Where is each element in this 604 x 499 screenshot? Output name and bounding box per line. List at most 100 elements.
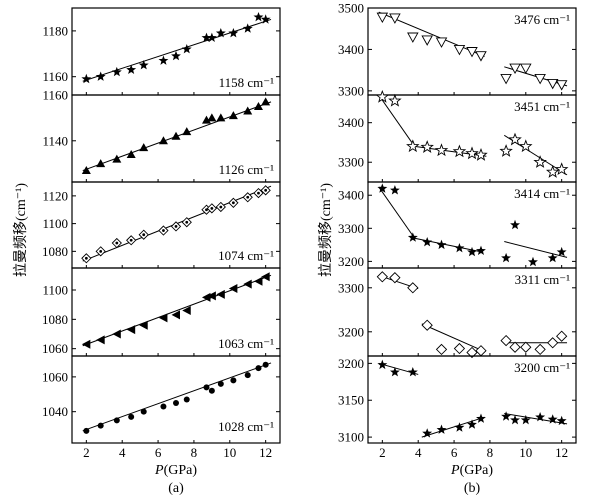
- marker-filled-circle: [208, 387, 215, 394]
- marker-filled-star: [476, 245, 486, 255]
- marker-left-triangle: [207, 291, 216, 301]
- marker-left-triangle: [139, 320, 148, 330]
- marker-filled-star: [556, 415, 567, 426]
- fit-line: [378, 94, 416, 147]
- marker-left-triangle: [182, 306, 191, 316]
- x-tick-label: 4: [119, 445, 126, 460]
- fit-line: [421, 323, 485, 353]
- marker-filled-triangle: [139, 143, 149, 152]
- marker-open-triangle: [376, 12, 389, 24]
- marker-open-triangle: [435, 37, 448, 48]
- y-tick-label: 1140: [42, 133, 68, 148]
- marker-open-triangle: [421, 35, 433, 46]
- marker-filled-star: [547, 252, 558, 263]
- marker-open-diamond: [534, 343, 546, 356]
- marker-open-diamond: [435, 343, 448, 356]
- marker-diamond-dot: [246, 195, 250, 199]
- panel-label: 1158 cm⁻¹: [219, 75, 275, 90]
- marker-open-diamond: [556, 330, 568, 342]
- marker-filled-star: [181, 44, 192, 54]
- marker-left-triangle: [126, 325, 136, 335]
- marker-filled-triangle: [216, 113, 226, 122]
- panel-b3: 3200 3300 3400 3414 cm⁻¹: [338, 181, 577, 269]
- marker-filled-star: [422, 428, 433, 438]
- marker-filled-star: [206, 32, 217, 42]
- marker-filled-star: [111, 66, 122, 77]
- marker-filled-circle: [183, 396, 190, 403]
- marker-filled-circle: [203, 384, 210, 391]
- y-tick-label: 3400: [338, 188, 364, 203]
- x-tick-label: 10: [223, 445, 236, 460]
- marker-filled-triangle: [243, 106, 253, 115]
- marker-open-triangle: [407, 32, 419, 43]
- marker-filled-star: [467, 246, 477, 257]
- panel-frame: [367, 355, 577, 444]
- x-tick-label: 10: [519, 445, 532, 460]
- y-tick-label: 1160: [42, 69, 68, 84]
- marker-filled-star: [454, 243, 465, 253]
- marker-open-triangle: [509, 63, 521, 74]
- marker-left-triangle: [158, 313, 168, 323]
- marker-open-star: [546, 164, 560, 178]
- y-tick-label: 3400: [338, 115, 364, 130]
- marker-left-triangle: [96, 335, 105, 345]
- marker-filled-star: [390, 367, 400, 377]
- marker-open-triangle: [453, 44, 466, 56]
- panel-a2: 1140 1160 1126 cm⁻¹: [42, 88, 281, 183]
- x-tick-label: 6: [155, 445, 162, 460]
- marker-open-triangle: [500, 73, 512, 85]
- marker-open-diamond: [500, 334, 512, 347]
- marker-open-diamond: [407, 282, 419, 294]
- marker-filled-circle: [255, 365, 262, 372]
- y-tick-label: 3500: [338, 1, 364, 16]
- marker-filled-star: [454, 422, 465, 432]
- marker-open-star: [465, 146, 479, 160]
- xlabel-left-unit: (GPa): [164, 463, 198, 478]
- x-tick-label: 8: [487, 445, 494, 460]
- marker-filled-triangle: [207, 113, 217, 122]
- marker-filled-star: [556, 246, 567, 257]
- marker-left-triangle: [81, 339, 91, 349]
- marker-filled-star: [547, 414, 558, 424]
- panels-layer: 1160 1180 1158 cm⁻¹ 1140 1160 1126 cm⁻¹ 1080 11…: [42, 1, 577, 460]
- marker-filled-star: [377, 183, 388, 193]
- panel-label: 3476 cm⁻¹: [514, 12, 570, 27]
- marker-open-star: [519, 139, 533, 153]
- marker-diamond-dot: [84, 256, 88, 260]
- marker-open-star: [420, 140, 434, 153]
- xlabel-left: P(GPa): [154, 463, 197, 478]
- marker-filled-triangle: [112, 154, 122, 163]
- xlabel-right-unit: (GPa): [460, 463, 494, 478]
- panel-label: 3451 cm⁻¹: [514, 99, 570, 114]
- y-tick-label: 3300: [338, 155, 364, 170]
- marker-filled-star: [215, 28, 226, 38]
- marker-diamond-dot: [162, 229, 165, 232]
- panel-label: 3414 cm⁻¹: [514, 186, 570, 201]
- panel-b1: 3300 3400 3500 3476 cm⁻¹: [338, 1, 577, 98]
- panel-frame: [71, 355, 281, 444]
- y-tick-label: 3400: [338, 42, 364, 57]
- marker-left-triangle: [112, 329, 121, 339]
- marker-open-triangle: [555, 80, 568, 91]
- y-tick-label: 1080: [42, 312, 68, 327]
- marker-diamond-dot: [129, 238, 133, 242]
- marker-filled-triangle: [261, 97, 271, 106]
- y-tick-label: 1120: [42, 188, 68, 203]
- marker-filled-triangle: [81, 166, 91, 175]
- marker-filled-star: [253, 12, 264, 22]
- marker-open-triangle: [534, 73, 546, 85]
- x-tick-label: 2: [379, 445, 386, 460]
- y-tick-label: 1060: [42, 341, 68, 356]
- marker-open-star: [508, 132, 522, 146]
- marker-open-star: [499, 144, 513, 157]
- y-tick-label: 3200: [338, 356, 364, 371]
- panel-a5: 1040 1060 2 4 6 8 10 12 1028 cm⁻¹: [42, 355, 281, 460]
- marker-diamond-dot: [210, 206, 214, 210]
- marker-open-diamond: [520, 341, 532, 353]
- marker-filled-circle: [113, 417, 120, 424]
- marker-filled-star: [467, 419, 477, 429]
- marker-open-star: [406, 139, 420, 153]
- marker-open-diamond: [389, 272, 401, 284]
- panel-b5: 3100 3150 3200 2 4 6 8 10 12 3200 cm⁻¹: [338, 355, 577, 460]
